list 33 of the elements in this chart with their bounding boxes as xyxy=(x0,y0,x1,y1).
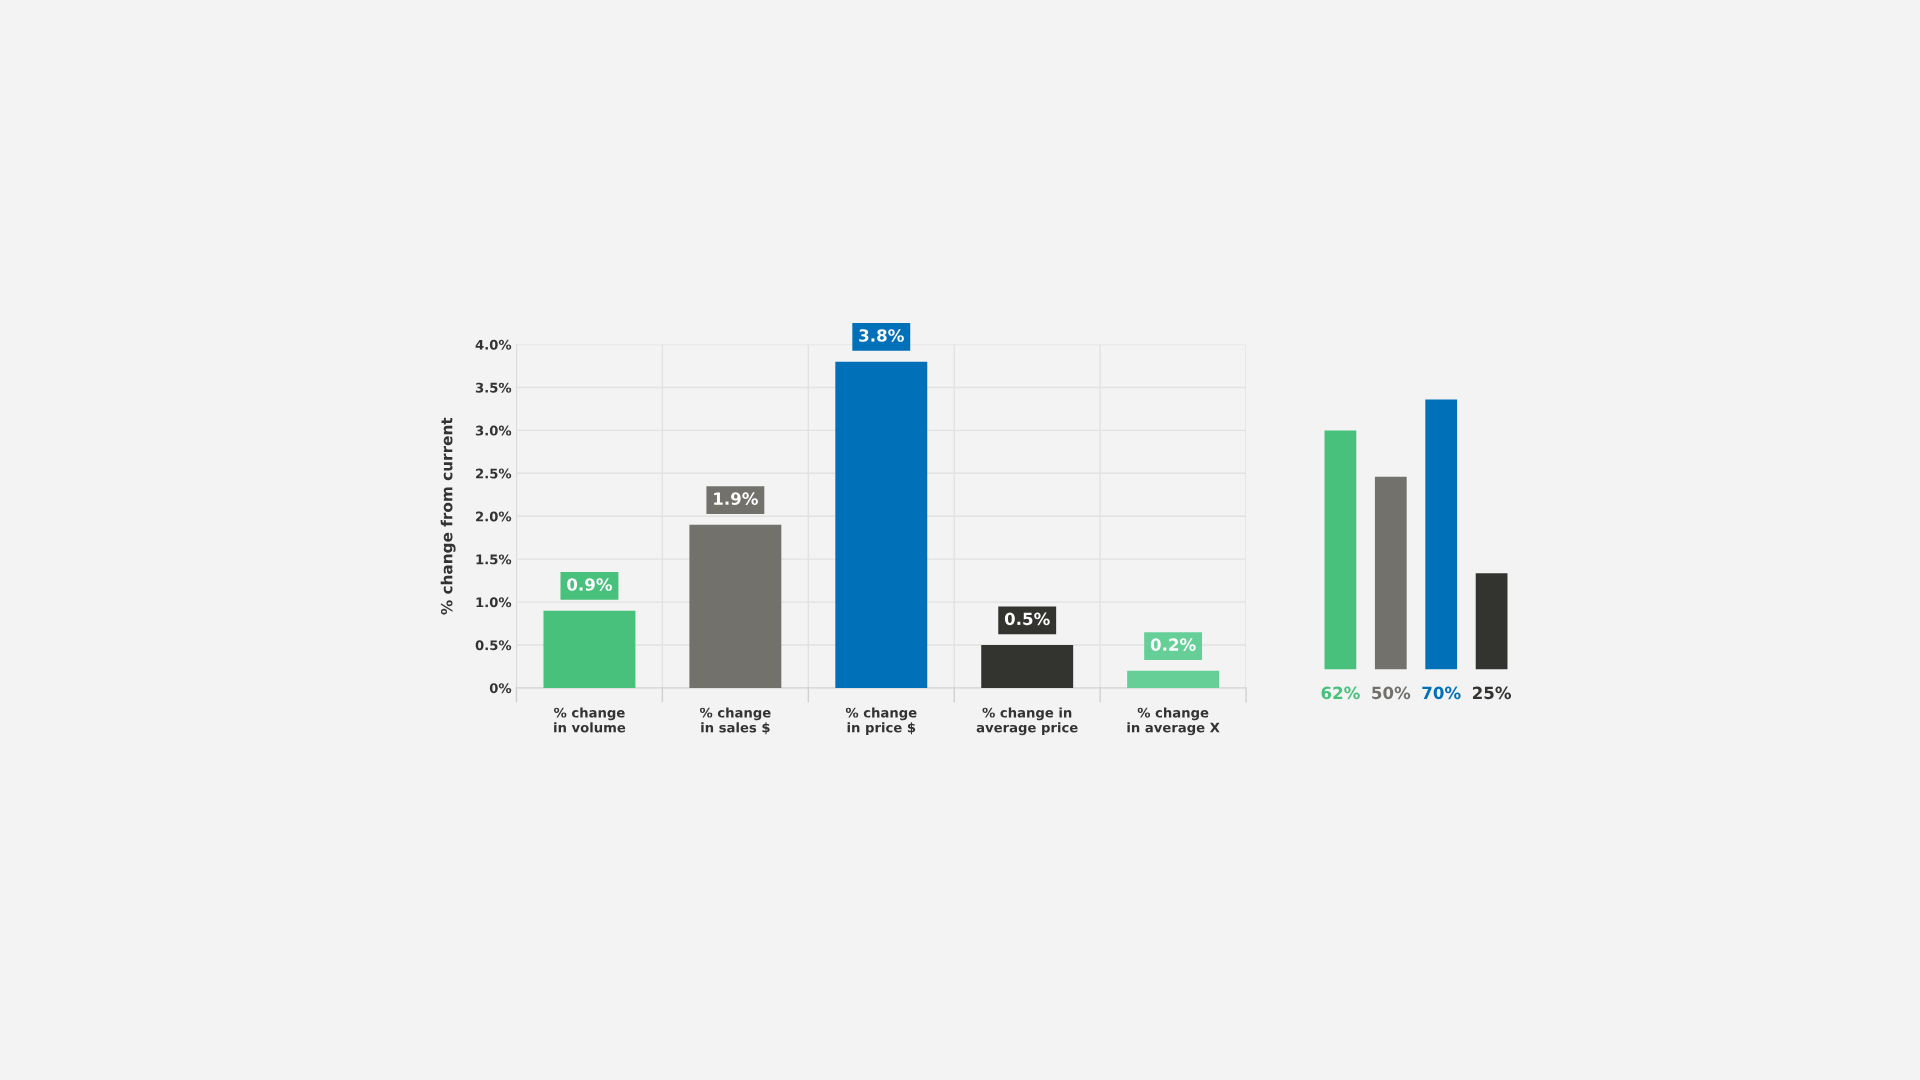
data-label: 0.2% xyxy=(1150,638,1196,651)
data-label: 50% xyxy=(1372,686,1411,700)
bar xyxy=(981,645,1074,688)
x-tick-label: % change in sales $ xyxy=(699,707,771,735)
y-tick-label: 1.5% xyxy=(476,554,512,565)
data-label: 0.5% xyxy=(1004,612,1050,626)
data-label: 0.9% xyxy=(567,578,613,591)
x-tick-label: % change in average price xyxy=(976,707,1078,736)
y-tick-label: 3.5% xyxy=(475,382,512,393)
y-tick-label: 1.0% xyxy=(476,597,512,608)
y-tick-label: 4.0% xyxy=(475,339,512,350)
data-label: 70% xyxy=(1422,686,1461,700)
bar xyxy=(1127,670,1220,688)
bar xyxy=(543,610,636,688)
bar xyxy=(1425,399,1458,670)
y-tick-label: 3.0% xyxy=(475,425,512,436)
data-label: 1.9% xyxy=(714,492,758,505)
y-tick-label: 2.0% xyxy=(476,511,512,522)
bar xyxy=(835,361,928,688)
y-tick-label: 2.5% xyxy=(476,468,512,479)
y-tick-label: 0.5% xyxy=(475,640,512,651)
bar xyxy=(689,524,782,688)
bar xyxy=(1475,573,1508,670)
x-tick-label: % change in average X xyxy=(1127,707,1220,736)
y-tick-label: 0% xyxy=(489,683,512,694)
bar xyxy=(1324,430,1357,670)
data-label: 25% xyxy=(1472,686,1512,700)
x-tick-label: % change in volume xyxy=(554,707,626,733)
data-label: 3.8% xyxy=(859,329,904,342)
x-tick-label: % change in price $ xyxy=(845,707,917,736)
bar xyxy=(1374,476,1407,670)
y-axis-title: % change from current xyxy=(440,417,456,615)
data-label: 62% xyxy=(1321,686,1360,700)
